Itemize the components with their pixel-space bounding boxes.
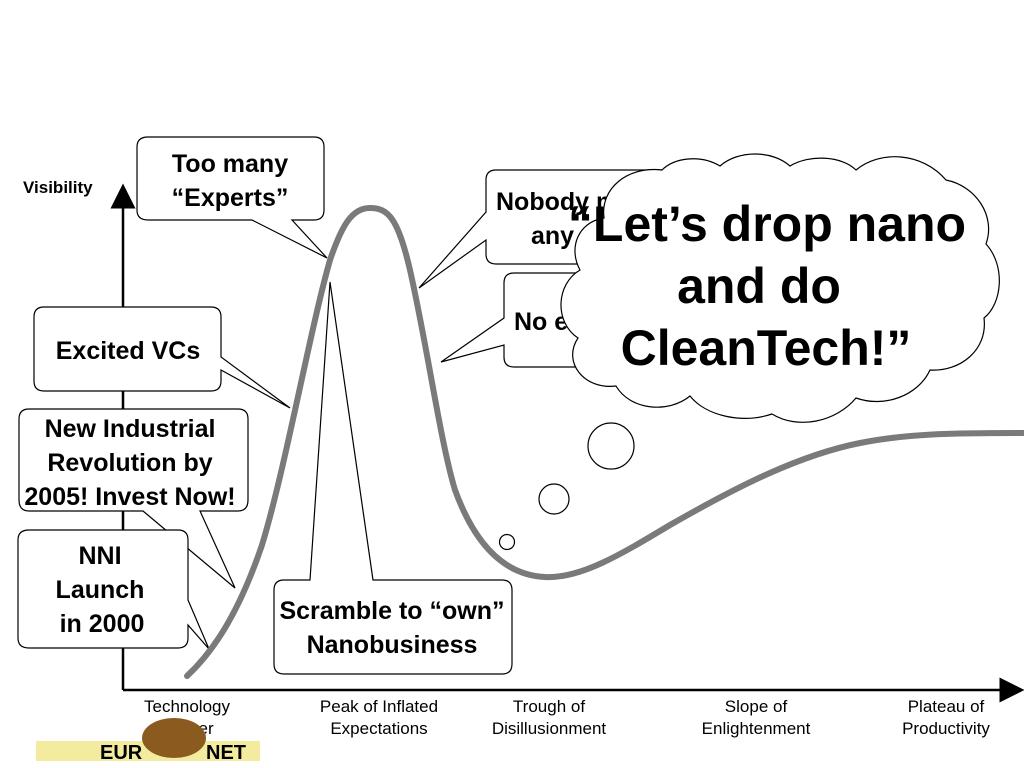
phase-label-line: Enlightenment	[702, 719, 811, 738]
callout-excited-vcs: Excited VCs	[33, 306, 291, 409]
thought-bubble-medium	[538, 483, 570, 515]
phase-label-line: Plateau of	[908, 697, 985, 716]
callout-new-industrial-revolution: New Industrial Revolution by 2005! Inves…	[18, 408, 249, 589]
logo-left-text: EUR	[100, 742, 143, 764]
hype-curve	[184, 205, 1024, 679]
phase-label-plateau: Plateau of Productivity	[902, 697, 990, 738]
logo-emblem	[142, 718, 206, 758]
callout-bubble	[136, 136, 328, 259]
callout-line: Nanobusiness	[307, 631, 478, 659]
callout-line: Scramble to “own”	[279, 597, 504, 625]
cloud-shape	[560, 153, 1000, 423]
y-axis-label: Visibility	[23, 178, 93, 197]
callout-bubble	[17, 529, 210, 650]
phase-label-line: Productivity	[902, 719, 990, 738]
callout-line: “Experts”	[172, 184, 289, 212]
callout-line: 2005! Invest Now!	[24, 483, 235, 511]
callout-line: Excited VCs	[56, 337, 201, 365]
phase-label-peak: Peak of Inflated Expectations	[320, 697, 438, 738]
thought-bubble-large	[587, 422, 635, 470]
callout-scramble: Scramble to “own” Nanobusiness	[273, 281, 513, 675]
cloud-line: CleanTech!”	[621, 320, 912, 376]
callout-too-many-experts: Too many “Experts”	[136, 136, 328, 259]
phase-label-line: Expectations	[330, 719, 427, 738]
logo-background	[36, 741, 260, 761]
phase-label-line: Peak of Inflated	[320, 697, 438, 716]
phase-label-line: Disillusionment	[492, 719, 607, 738]
callout-line: NNI	[78, 542, 121, 570]
thought-bubble-small	[498, 533, 516, 551]
callout-bubble	[18, 408, 249, 589]
callout-line: Revolution by	[47, 449, 212, 477]
euronet-logo: EUR NET	[36, 718, 260, 764]
callout-bubble	[33, 306, 291, 409]
phase-label-trough: Trough of Disillusionment	[492, 697, 607, 738]
phase-label-line: Trough of	[513, 697, 585, 716]
cloud-line: “Let’s drop nano	[568, 196, 966, 252]
thought-cloud: “Let’s drop nano and do CleanTech!”	[560, 153, 1000, 423]
phase-label-line: Technology	[144, 697, 231, 716]
phase-label-slope: Slope of Enlightenment	[702, 697, 811, 738]
callout-line: Nobody m	[496, 188, 618, 216]
callout-bubble	[273, 281, 513, 675]
callout-line: New Industrial	[45, 415, 216, 443]
phase-label-line: Slope of	[725, 697, 788, 716]
callout-line: in 2000	[60, 610, 145, 638]
callout-line: Launch	[56, 576, 145, 604]
logo-right-text: NET	[206, 742, 246, 764]
cloud-line: and do	[677, 258, 841, 314]
callout-nni-launch: NNI Launch in 2000	[17, 529, 210, 650]
callout-line: Too many	[172, 150, 288, 178]
